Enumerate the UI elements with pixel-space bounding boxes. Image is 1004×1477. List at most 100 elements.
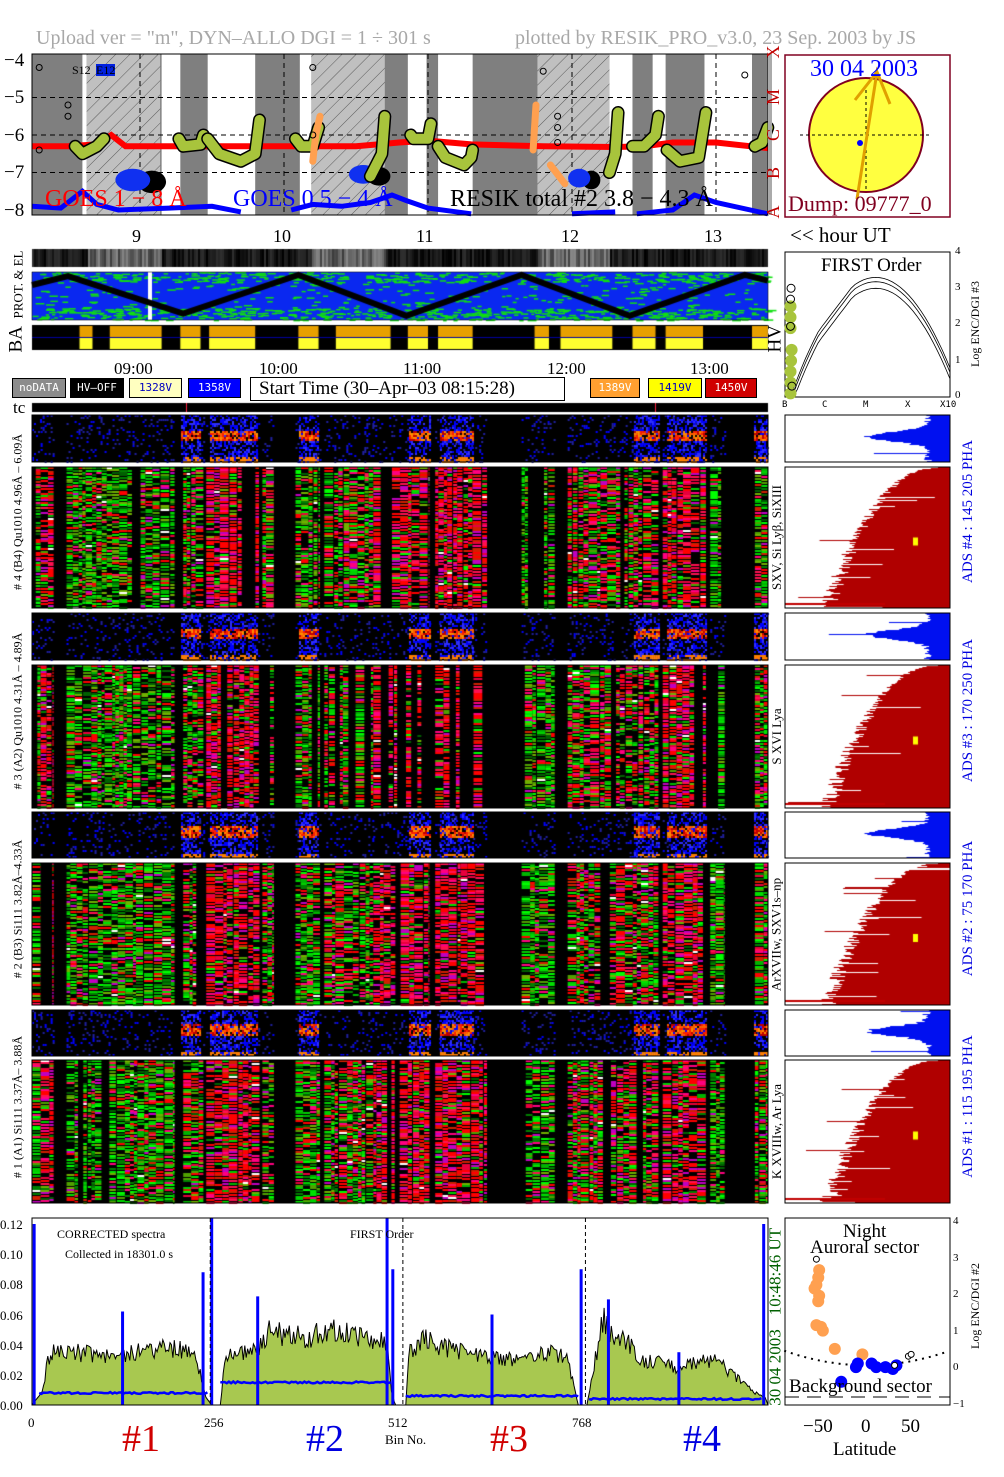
open-point bbox=[309, 131, 317, 139]
open-point bbox=[35, 146, 43, 154]
ytick-label: −6 bbox=[4, 125, 25, 146]
start-time-box: Start Time (30–Apr–03 08:15:28) bbox=[250, 377, 565, 401]
hour-label: 10 bbox=[273, 226, 291, 246]
legend-goes-short: GOES 0.5 − 4 Å bbox=[233, 186, 393, 212]
latitude-point bbox=[835, 1375, 848, 1388]
lat-background-sector: Background sector bbox=[789, 1376, 932, 1397]
lat-ytick: 3 bbox=[953, 1251, 959, 1264]
channel-lines-label: S XVI Lya bbox=[768, 708, 784, 765]
latitude-point bbox=[812, 1255, 820, 1263]
channel-profile-panel bbox=[784, 862, 951, 1006]
class-letter-m: M bbox=[763, 89, 783, 106]
spectrum-ytick: 0.08 bbox=[0, 1277, 23, 1293]
channel-lines-label: SXV, Si Lyβ, SiXIII bbox=[768, 485, 784, 590]
lat-ytick: 2 bbox=[953, 1288, 959, 1301]
tag-s12: S12 bbox=[72, 63, 91, 77]
first-order-point bbox=[784, 311, 797, 324]
spectrogram-channel-2 bbox=[31, 862, 769, 1006]
fo-ytick: 4 bbox=[955, 245, 961, 257]
ytick-label: −7 bbox=[4, 162, 25, 183]
lat-xtick: 50 bbox=[901, 1416, 920, 1437]
lat-xlabel: Latitude bbox=[833, 1439, 897, 1460]
background-spectrum-line bbox=[588, 1396, 762, 1402]
tc-label: tc bbox=[13, 398, 26, 417]
resik-total-line bbox=[365, 111, 390, 182]
resik-total-line bbox=[202, 115, 265, 167]
side-date: 30 04 2003 bbox=[765, 1329, 785, 1406]
bin-tick: 0 bbox=[28, 1415, 35, 1430]
daylight-interval bbox=[82, 54, 87, 215]
legend-item-1389v: 1389V bbox=[590, 378, 640, 398]
resik-total-line bbox=[405, 118, 436, 144]
class-letter-x: X bbox=[763, 45, 783, 59]
first-order-point bbox=[784, 322, 797, 335]
latitude-point bbox=[891, 1361, 899, 1369]
latitude-point bbox=[856, 1348, 869, 1361]
hour-label: 13 bbox=[704, 226, 722, 246]
first-order-point bbox=[785, 343, 798, 356]
spectrum-text-first-order: FIRST Order bbox=[350, 1227, 414, 1241]
pha-spectrogram-2 bbox=[31, 811, 769, 859]
latitude-point bbox=[907, 1350, 915, 1358]
lat-xtick: 0 bbox=[861, 1416, 871, 1437]
class-letter-a: A bbox=[763, 205, 783, 219]
open-point bbox=[309, 64, 317, 71]
first-order-point bbox=[784, 300, 797, 313]
channel-ads-label: ADS #2 : 75 170 PHA bbox=[959, 840, 976, 977]
open-point bbox=[554, 112, 562, 120]
resik-total-line bbox=[604, 107, 624, 178]
first-order-spectrum-fill bbox=[32, 1307, 768, 1405]
background-spectrum-line bbox=[220, 1379, 391, 1385]
resik-total-line bbox=[627, 111, 664, 152]
fo-xtick: M bbox=[863, 400, 869, 410]
ytick-label: −8 bbox=[4, 200, 25, 221]
lat-title-night: Night bbox=[843, 1221, 887, 1242]
latitude-panel-frame bbox=[784, 1217, 951, 1406]
open-point bbox=[35, 64, 43, 71]
spectrum-ytick: 0.06 bbox=[0, 1307, 23, 1323]
bin-tick: 512 bbox=[388, 1415, 408, 1430]
spectrum-ytick: 0.10 bbox=[0, 1247, 23, 1263]
header-upload-info: Upload ver = "m", DYN–ALLO DGI = 1 ÷ 301… bbox=[36, 27, 431, 49]
channel-lines-label: ArXVIIw, SXV1s–np bbox=[768, 877, 784, 991]
class-letter-c: C bbox=[763, 129, 783, 142]
fo-xtick: X bbox=[905, 400, 911, 410]
sun-dump-id: Dump: 09777_0 bbox=[788, 191, 932, 216]
channel-label-2: #2 bbox=[306, 1418, 344, 1460]
lat-title-auroral: Auroral sector bbox=[810, 1237, 920, 1258]
open-point bbox=[64, 112, 72, 120]
fo-xtick: X10 bbox=[940, 400, 957, 410]
orbit-map-frame bbox=[31, 271, 769, 321]
fo-xtick: B bbox=[782, 400, 788, 410]
lat-ytick: 1 bbox=[953, 1324, 959, 1337]
spectrum-panel-frame bbox=[31, 1217, 769, 1406]
channel-left-label: # 1 (A1) Si111 3.37Å– 3.88Å bbox=[10, 1035, 24, 1178]
goes-short-line bbox=[636, 192, 769, 217]
lat-xtick: −50 bbox=[803, 1416, 833, 1437]
goes-short-line bbox=[290, 192, 472, 217]
pha-profile-panel bbox=[784, 414, 951, 463]
fo-xtick: C bbox=[822, 400, 828, 410]
spectrum-ytick: 0.00 bbox=[0, 1398, 23, 1414]
open-point bbox=[554, 139, 562, 146]
resik-1389v-line bbox=[529, 101, 540, 154]
legend-item-1450v: 1450V bbox=[705, 378, 757, 398]
fo-ylabel: Log ENC/DGI #3 bbox=[968, 281, 982, 367]
resik-total-line bbox=[70, 133, 109, 159]
spectrogram-channel-4 bbox=[31, 466, 769, 609]
class-letter-b: B bbox=[763, 167, 783, 180]
ba-label: BA bbox=[5, 326, 27, 353]
time-label: 12:00 bbox=[547, 359, 586, 378]
ytick-label: −5 bbox=[4, 87, 25, 108]
hour-label: 9 bbox=[132, 226, 141, 246]
legend-item-1358v: 1358V bbox=[188, 378, 241, 398]
time-label: 10:00 bbox=[259, 359, 298, 378]
channel-ads-label: ADS #1 : 115 195 PHA bbox=[959, 1035, 976, 1178]
spectrum-text-collected: Collected in 18301.0 s bbox=[65, 1247, 173, 1261]
bin-tick: 256 bbox=[204, 1415, 224, 1430]
pha-spectrogram-3 bbox=[31, 612, 769, 661]
resik-1389v-line bbox=[546, 161, 569, 188]
pha-spectrogram-1 bbox=[31, 1009, 769, 1057]
tag-e12: E12 bbox=[96, 63, 116, 77]
goes-short-line bbox=[31, 188, 242, 215]
